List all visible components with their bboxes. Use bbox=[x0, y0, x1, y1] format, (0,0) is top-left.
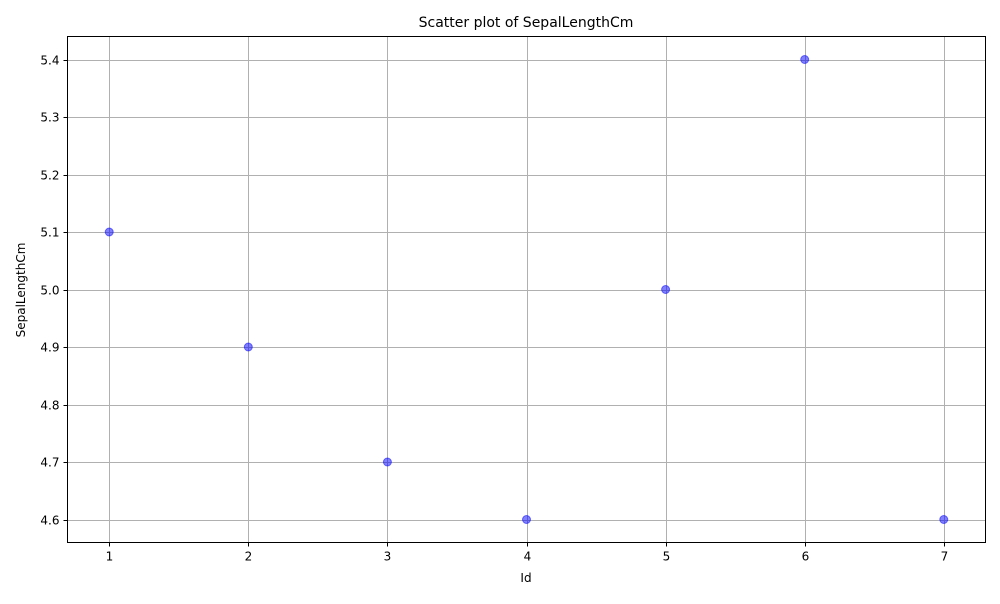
x-tick-label: 4 bbox=[524, 550, 532, 564]
x-tick-label: 7 bbox=[941, 550, 949, 564]
x-tick-label: 3 bbox=[384, 550, 392, 564]
chart-title: Scatter plot of SepalLengthCm bbox=[419, 15, 634, 31]
y-tick-label: 4.9 bbox=[40, 341, 59, 355]
y-tick-label: 5.4 bbox=[40, 54, 59, 68]
y-tick-label: 4.6 bbox=[40, 514, 59, 528]
data-point bbox=[244, 343, 252, 351]
x-tick-label: 1 bbox=[106, 550, 114, 564]
y-tick-label: 4.7 bbox=[40, 456, 59, 470]
y-tick-label: 5.2 bbox=[40, 169, 59, 183]
y-tick-label: 5.1 bbox=[40, 226, 59, 240]
y-tick-label: 5.3 bbox=[40, 111, 59, 125]
data-point bbox=[662, 286, 670, 294]
x-tick-label: 6 bbox=[802, 550, 810, 564]
y-tick-label: 4.8 bbox=[40, 399, 59, 413]
x-tick-label: 2 bbox=[245, 550, 253, 564]
data-point bbox=[523, 516, 531, 524]
data-point bbox=[940, 516, 948, 524]
x-tick-label: 5 bbox=[663, 550, 671, 564]
y-tick-label: 5.0 bbox=[40, 284, 59, 298]
data-point bbox=[105, 228, 113, 236]
x-axis-label: Id bbox=[520, 571, 531, 585]
data-point bbox=[801, 56, 809, 64]
y-axis-label: SepalLengthCm bbox=[14, 243, 28, 338]
data-point bbox=[383, 458, 391, 466]
